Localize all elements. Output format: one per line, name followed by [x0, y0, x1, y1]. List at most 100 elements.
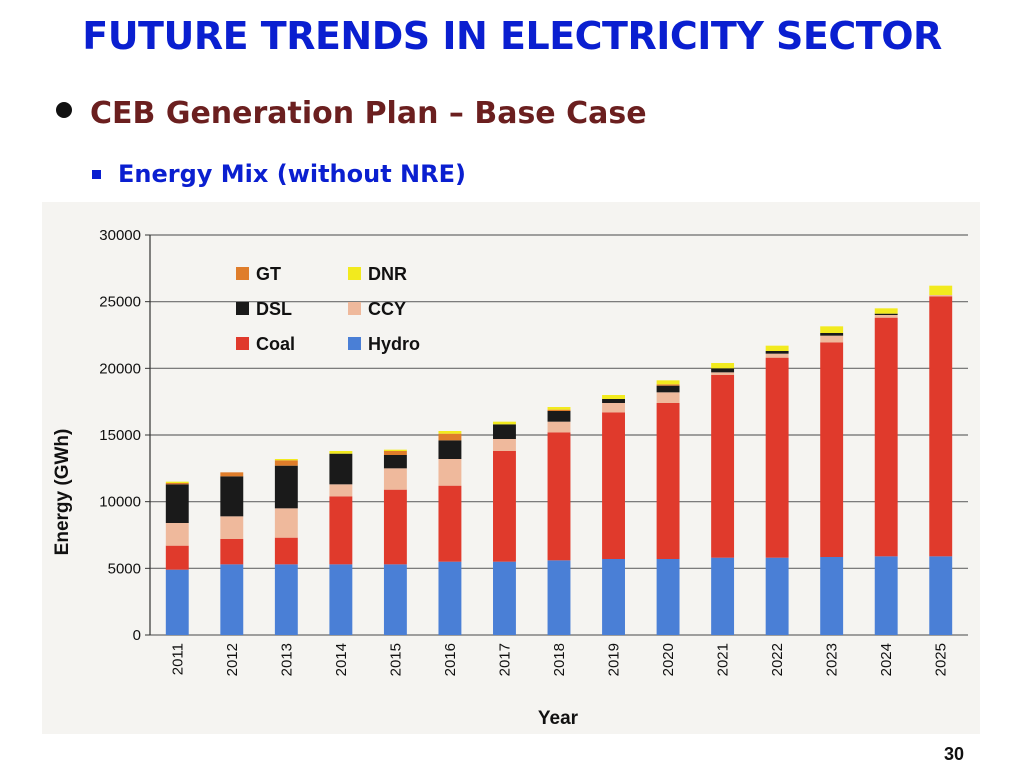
x-tick-label: 2011 — [169, 643, 186, 675]
bar-segment-hydro-2013 — [274, 564, 298, 635]
bar-segment-coal-2021 — [711, 375, 735, 558]
bar-segment-dsl-2019 — [602, 399, 625, 403]
bar-segment-dsl-2021 — [711, 368, 735, 373]
bar-segment-hydro-2025 — [929, 556, 953, 635]
bar-segment-dsl-2013 — [274, 465, 298, 509]
bar-segment-ccy-2013 — [274, 508, 298, 538]
bar-segment-hydro-2020 — [656, 559, 680, 635]
bar-segment-hydro-2019 — [602, 559, 625, 635]
bar-segment-dnr-2011 — [165, 481, 189, 483]
y-tick-label: 15000 — [99, 427, 141, 444]
bar-segment-coal-2014 — [329, 496, 353, 565]
bar-segment-dnr-2014 — [329, 451, 353, 454]
bar-segment-dnr-2022 — [765, 345, 789, 351]
bar-segment-coal-2011 — [165, 545, 189, 570]
legend-swatch-ccy — [348, 302, 361, 315]
legend-label-coal: Coal — [256, 334, 295, 354]
bar-segment-gt-2013 — [274, 460, 298, 466]
bar-segment-coal-2019 — [602, 412, 625, 559]
bar-segment-gt-2011 — [165, 483, 189, 485]
x-tick-label: 2017 — [496, 643, 513, 676]
legend-label-gt: GT — [256, 264, 281, 284]
bar-segment-gt-2016 — [438, 433, 462, 441]
bar-segment-dsl-2022 — [765, 351, 789, 354]
legend: GT DNR DSL CCY Coal Hydro — [236, 264, 420, 354]
bar-segment-dnr-2023 — [820, 326, 844, 333]
bar-segment-hydro-2018 — [547, 560, 571, 635]
bar-segment-dsl-2014 — [329, 453, 353, 485]
bar-segment-dsl-2024 — [874, 313, 898, 315]
bar-segment-dsl-2020 — [656, 385, 680, 393]
bar-segment-gt-2020 — [656, 384, 680, 386]
bar-segment-dnr-2018 — [547, 407, 571, 410]
bar-segment-hydro-2021 — [711, 557, 735, 635]
bullet-dot-icon — [56, 102, 72, 118]
bar-segment-dsl-2018 — [547, 411, 571, 422]
y-axis-label: Energy (GWh) — [52, 429, 73, 556]
bar-segment-hydro-2011 — [165, 569, 189, 635]
bar-segment-hydro-2022 — [765, 557, 789, 635]
bar-segment-coal-2015 — [383, 489, 407, 565]
bar-segment-gt-2018 — [547, 409, 571, 411]
bar-segment-dnr-2020 — [656, 380, 680, 385]
bar-segment-ccy-2022 — [765, 353, 789, 358]
legend-label-dsl: DSL — [256, 299, 292, 319]
x-tick-label: 2022 — [769, 643, 786, 676]
x-tick-label: 2012 — [224, 643, 241, 676]
bar-segment-dnr-2016 — [438, 431, 462, 434]
bar-segment-ccy-2019 — [602, 403, 625, 413]
bar-segment-dsl-2023 — [820, 333, 844, 336]
bar-segment-gt-2015 — [383, 451, 407, 455]
legend-label-ccy: CCY — [368, 299, 406, 319]
bar-segment-dnr-2024 — [874, 308, 898, 314]
bar-segment-coal-2013 — [274, 537, 298, 565]
y-tick-label: 25000 — [99, 294, 141, 311]
bar-segment-ccy-2016 — [438, 459, 462, 486]
chart-panel: 0 5000 10000 15000 20000 25000 30000 2011 2012 20… — [42, 202, 980, 734]
bar-segment-hydro-2017 — [493, 561, 516, 635]
bar-segment-ccy-2012 — [220, 516, 244, 539]
bar-segment-ccy-2018 — [547, 421, 571, 433]
bar-segment-coal-2025 — [929, 296, 953, 557]
bar-segment-hydro-2023 — [820, 557, 844, 635]
bar-segment-dsl-2016 — [438, 440, 462, 459]
x-tick-label: 2016 — [442, 643, 459, 676]
bar-segment-hydro-2012 — [220, 564, 244, 635]
bar-segment-gt-2012 — [220, 472, 244, 477]
bar-segment-ccy-2021 — [711, 372, 735, 375]
bar-segment-coal-2023 — [820, 342, 844, 557]
bar-segment-hydro-2016 — [438, 561, 462, 635]
axes: 0 5000 10000 15000 20000 25000 30000 2011 2012 20… — [99, 227, 949, 676]
x-tick-label: 2014 — [333, 643, 350, 676]
bar-segment-coal-2017 — [493, 451, 516, 562]
legend-swatch-hydro — [348, 337, 361, 350]
bar-segment-coal-2020 — [656, 403, 680, 559]
y-tick-label: 5000 — [108, 560, 141, 577]
x-tick-label: 2021 — [715, 643, 732, 676]
x-tick-label: 2020 — [660, 643, 677, 676]
legend-swatch-gt — [236, 267, 249, 280]
page-number: 30 — [943, 744, 964, 764]
bar-segment-hydro-2015 — [383, 564, 407, 635]
bar-segment-ccy-2020 — [656, 392, 680, 403]
x-tick-label: 2025 — [933, 643, 950, 676]
bar-segment-coal-2022 — [765, 357, 789, 558]
slide-title: FUTURE TRENDS IN ELECTRICITY SECTOR — [82, 14, 942, 58]
x-tick-label: 2013 — [278, 643, 295, 676]
bar-segment-coal-2016 — [438, 485, 462, 562]
bar-segment-coal-2012 — [220, 539, 244, 565]
bar-segment-ccy-2017 — [493, 439, 516, 451]
bar-segment-dsl-2017 — [493, 424, 516, 439]
legend-label-hydro: Hydro — [368, 334, 420, 354]
y-tick-label: 30000 — [99, 227, 141, 244]
legend-swatch-dnr — [348, 267, 361, 280]
square-bullet-icon — [92, 170, 101, 179]
bar-segment-dnr-2015 — [383, 449, 407, 451]
bar-segment-coal-2024 — [874, 317, 898, 557]
x-tick-label: 2019 — [606, 643, 623, 676]
stacked-bar-chart: 0 5000 10000 15000 20000 25000 30000 2011 2012 20… — [52, 227, 968, 729]
x-axis-label: Year — [538, 708, 579, 729]
y-tick-label: 20000 — [99, 360, 141, 377]
bar-segment-dnr-2021 — [711, 363, 735, 369]
x-tick-label: 2015 — [387, 643, 404, 676]
